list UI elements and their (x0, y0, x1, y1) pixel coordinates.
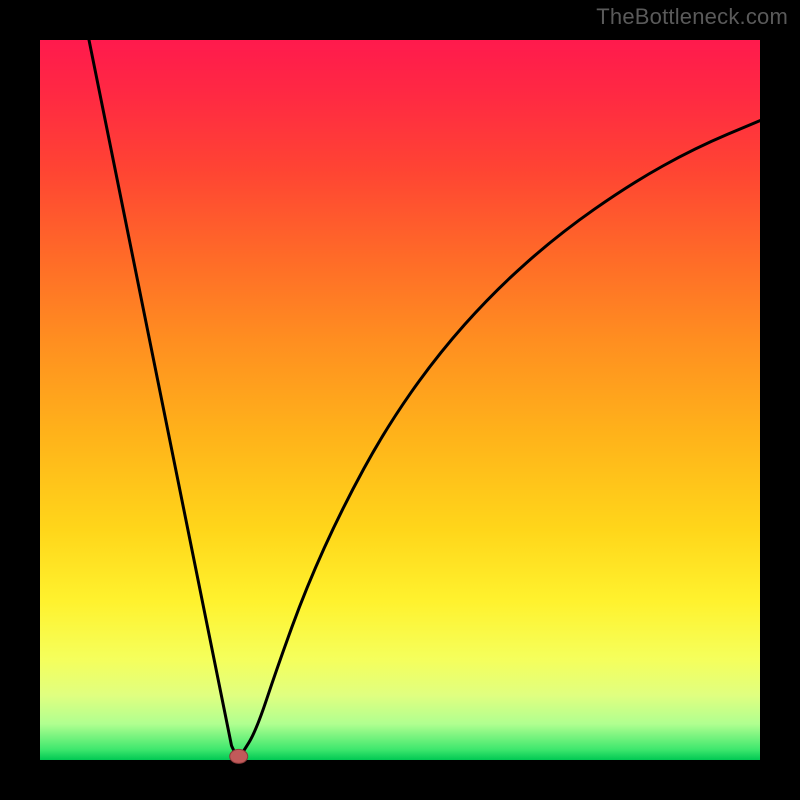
chart-container: TheBottleneck.com (0, 0, 800, 800)
watermark-text: TheBottleneck.com (596, 4, 788, 30)
bottleneck-chart (0, 0, 800, 800)
gradient-background (40, 40, 760, 760)
minimum-marker (230, 749, 248, 763)
